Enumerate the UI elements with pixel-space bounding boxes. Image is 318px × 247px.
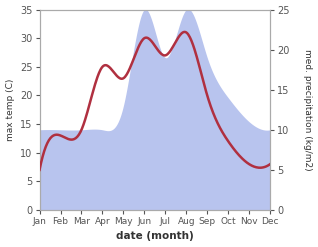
Y-axis label: max temp (C): max temp (C) [5,79,15,141]
X-axis label: date (month): date (month) [116,231,194,242]
Y-axis label: med. precipitation (kg/m2): med. precipitation (kg/m2) [303,49,313,171]
